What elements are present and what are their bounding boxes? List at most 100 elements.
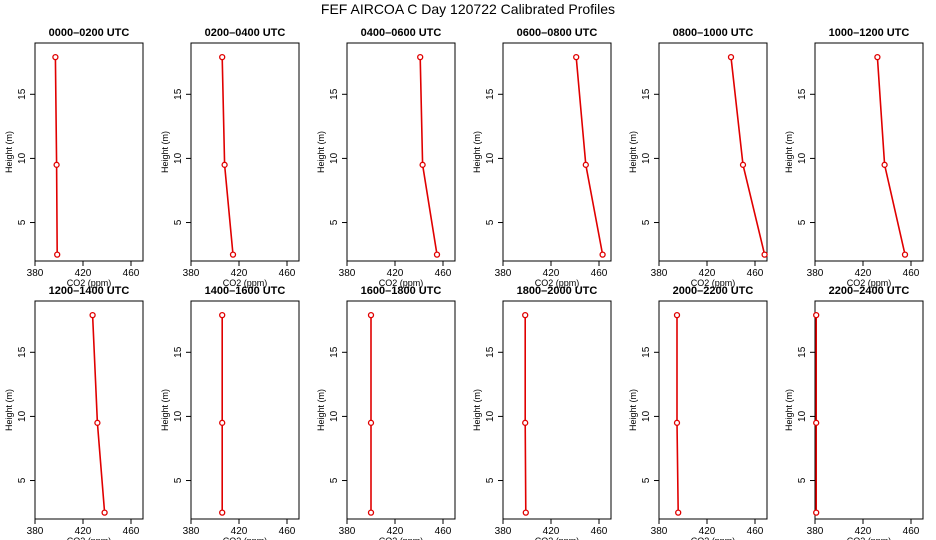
plot-frame [34, 300, 144, 520]
y-axis-label: Height (m) [784, 389, 794, 431]
panel-5: 0800–1000 UTC 380 420 460 5 10 15 CO2 (ppm) Heig… [628, 27, 768, 288]
profile-point [761, 251, 768, 258]
x-axis-label: CO2 (ppm) [223, 536, 268, 540]
profile-point [582, 161, 589, 168]
y-tick-label: 15 [329, 88, 340, 100]
panel-11: 2000–2200 UTC 380 420 460 5 10 15 CO2 (ppm) Heig… [628, 285, 768, 540]
x-axis-label: CO2 (ppm) [379, 278, 424, 288]
x-tick-label: 380 [495, 526, 512, 537]
panel-3: 0400–0600 UTC 380 420 460 5 10 15 CO2 (ppm) Heig… [316, 27, 456, 288]
profile-point [522, 419, 529, 426]
panel-7: 1200–1400 UTC 380 420 460 5 10 15 CO2 (ppm) Heig… [4, 285, 144, 540]
x-tick-label: 460 [435, 526, 452, 537]
profile-point [53, 161, 60, 168]
panel-title: 2200–2400 UTC [829, 285, 910, 297]
y-tick-label: 15 [797, 346, 808, 358]
profile-point [219, 53, 226, 61]
y-axis-label: Height (m) [784, 131, 794, 173]
x-tick-label: 460 [903, 526, 920, 537]
x-tick-label: 460 [435, 268, 452, 279]
x-tick-label: 460 [591, 526, 608, 537]
x-tick-label: 460 [591, 268, 608, 279]
plot-frame [814, 300, 924, 520]
profile-point [813, 419, 820, 426]
x-tick-label: 460 [123, 268, 140, 279]
y-axis-label: Height (m) [628, 389, 638, 431]
panel-title: 1600–1800 UTC [361, 285, 442, 297]
x-tick-label: 380 [27, 268, 44, 279]
profile-point [367, 419, 375, 426]
profile-point [229, 251, 237, 258]
y-tick-label: 10 [17, 410, 28, 422]
y-tick-label: 10 [641, 152, 652, 164]
x-tick-label: 380 [495, 268, 512, 279]
y-tick-label: 10 [797, 410, 808, 422]
profile-line [524, 315, 527, 513]
profile-point [89, 311, 96, 319]
y-tick-label: 10 [641, 410, 652, 422]
panel-title: 0600–0800 UTC [517, 27, 598, 39]
y-tick-label: 15 [485, 346, 496, 358]
profile-point [101, 509, 108, 516]
x-tick-label: 420 [387, 268, 404, 279]
y-tick-label: 5 [329, 219, 340, 225]
profile-point [739, 161, 747, 168]
figure-title: FEF AIRCOA C Day 120722 Calibrated Profi… [320, 1, 616, 17]
y-axis-label: Height (m) [160, 389, 170, 431]
x-axis-label: CO2 (ppm) [691, 536, 736, 540]
x-tick-label: 460 [747, 268, 764, 279]
profile-point [901, 251, 909, 258]
y-tick-label: 5 [485, 477, 496, 483]
panel-title: 1200–1400 UTC [49, 285, 130, 297]
y-tick-label: 5 [797, 219, 808, 225]
panel-title: 0400–0600 UTC [361, 27, 442, 39]
y-axis-label: Height (m) [628, 131, 638, 173]
panel-title: 2000–2200 UTC [673, 285, 754, 297]
y-axis-label: Height (m) [472, 131, 482, 173]
profile-point [219, 509, 226, 516]
profile-point [367, 311, 375, 319]
plot-frame [814, 42, 924, 262]
y-tick-label: 10 [173, 152, 184, 164]
x-tick-label: 380 [807, 268, 824, 279]
x-tick-label: 420 [699, 268, 716, 279]
profile-point [219, 419, 226, 426]
profile-point [673, 311, 681, 319]
x-tick-label: 460 [279, 268, 296, 279]
profile-point [522, 509, 529, 516]
panel-10: 1800–2000 UTC 380 420 460 5 10 15 CO2 (ppm) Heig… [472, 285, 612, 540]
x-tick-label: 460 [123, 526, 140, 537]
profile-point [813, 311, 820, 319]
y-tick-label: 15 [173, 346, 184, 358]
plot-frame [658, 300, 768, 520]
y-tick-label: 15 [17, 346, 28, 358]
profile-point [219, 311, 226, 319]
x-tick-label: 420 [855, 526, 872, 537]
x-axis-label: CO2 (ppm) [535, 278, 580, 288]
x-axis-label: CO2 (ppm) [67, 278, 112, 288]
plot-frame [190, 300, 300, 520]
panel-2: 0200–0400 UTC 380 420 460 5 10 15 CO2 (ppm) Heig… [160, 27, 300, 288]
y-axis-label: Height (m) [4, 131, 14, 173]
plot-frame [346, 42, 456, 262]
y-tick-label: 15 [797, 88, 808, 100]
profile-point [433, 251, 441, 258]
y-tick-label: 5 [329, 477, 340, 483]
profile-line [575, 57, 604, 255]
y-tick-label: 15 [641, 88, 652, 100]
profile-point [367, 509, 375, 516]
profile-line [54, 57, 58, 255]
plot-frame [346, 300, 456, 520]
y-tick-label: 15 [17, 88, 28, 100]
y-tick-label: 5 [641, 219, 652, 225]
x-axis-label: CO2 (ppm) [67, 536, 112, 540]
profile-line [91, 315, 106, 513]
profile-line [419, 57, 438, 255]
y-tick-label: 10 [329, 152, 340, 164]
x-tick-label: 420 [855, 268, 872, 279]
profile-point [874, 53, 881, 61]
y-tick-label: 10 [485, 410, 496, 422]
profile-point [221, 161, 228, 168]
